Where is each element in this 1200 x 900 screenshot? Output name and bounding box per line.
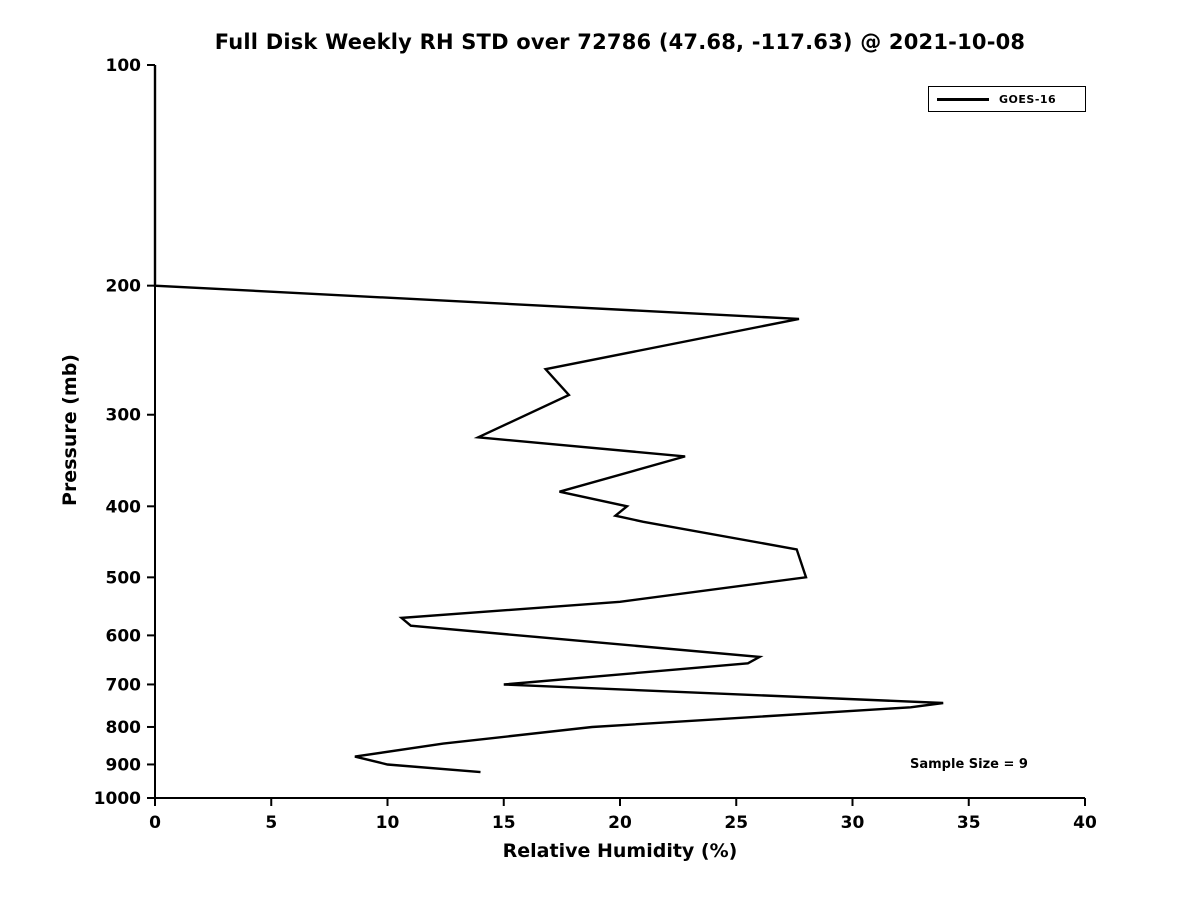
- x-tick-label: 10: [376, 813, 400, 833]
- data-line-goes16: [153, 65, 944, 774]
- x-tick-label: 40: [1073, 813, 1097, 833]
- y-tick-label: 500: [106, 568, 142, 588]
- x-tick-label: 30: [841, 813, 865, 833]
- y-axis-label: Pressure (mb): [59, 354, 81, 506]
- y-tick-label: 300: [106, 406, 142, 426]
- legend-label-goes16: GOES-16: [999, 92, 1057, 106]
- x-axis-label: Relative Humidity (%): [502, 840, 738, 862]
- sample-size-annotation: Sample Size = 9: [910, 757, 1028, 772]
- y-tick-label: 100: [106, 56, 142, 76]
- y-tick-label: 1000: [94, 789, 141, 809]
- x-tick-label: 5: [265, 813, 277, 833]
- legend: GOES-16: [928, 86, 1086, 112]
- x-tick-label: 20: [608, 813, 632, 833]
- chart-title: Full Disk Weekly RH STD over 72786 (47.6…: [214, 30, 1026, 54]
- y-tick-label: 800: [106, 718, 142, 738]
- x-tick-label: 15: [492, 813, 516, 833]
- y-tick-label: 400: [106, 497, 142, 517]
- y-tick-label: 200: [106, 277, 142, 297]
- y-tick-label: 600: [106, 626, 142, 646]
- legend-line-sample-goes16: [937, 97, 989, 101]
- x-tick-label: 0: [149, 813, 161, 833]
- x-tick-label: 25: [724, 813, 748, 833]
- x-tick-label: 35: [957, 813, 981, 833]
- y-tick-label: 700: [106, 675, 142, 695]
- y-tick-label: 900: [106, 755, 142, 775]
